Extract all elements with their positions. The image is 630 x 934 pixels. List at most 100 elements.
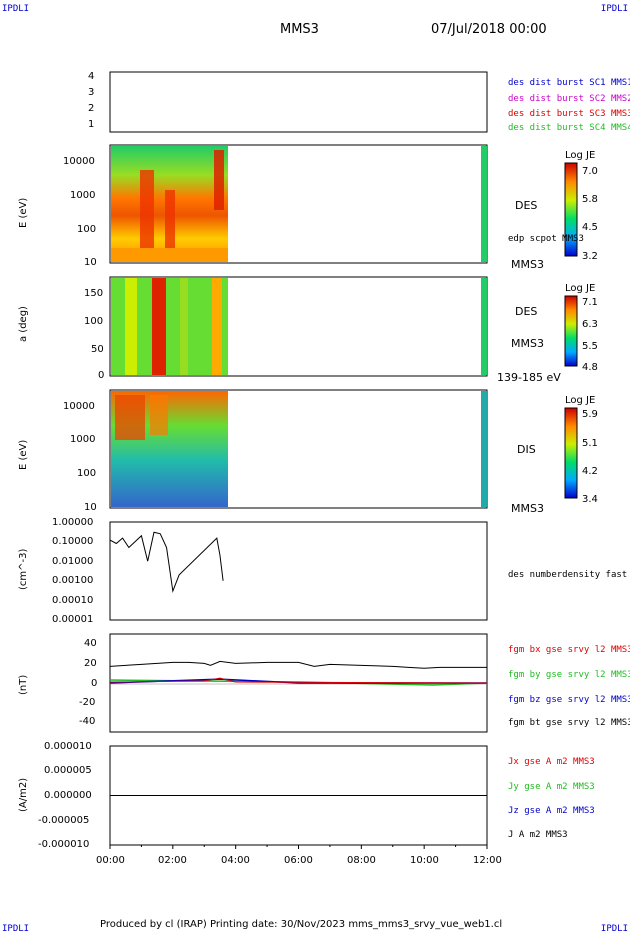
- dis-energy-cb-tick: 3.4: [582, 494, 598, 505]
- panel-density-frame: [109, 521, 488, 621]
- current-ytick: 0.000010: [44, 741, 92, 752]
- burst-legend-mms3: des dist burst SC3 MMS3: [508, 109, 630, 119]
- des-energy-ytick: 10000: [63, 156, 95, 167]
- current-ytick: 0.000005: [44, 765, 92, 776]
- current-ytick: -0.000010: [38, 839, 90, 850]
- footer-text: Produced by cl (IRAP) Printing date: 30/…: [100, 919, 503, 930]
- des-pitch-ytick: 150: [84, 288, 104, 299]
- fgm-bx-line: [109, 677, 488, 684]
- des-pitch-ytick: 0: [98, 370, 105, 381]
- des-pitch-ytick: 50: [91, 344, 104, 355]
- des-energy-ytick: 10: [84, 257, 97, 268]
- des-pitch-cb-title: Log JE: [565, 283, 596, 294]
- density-ytick: 0.10000: [52, 536, 94, 547]
- current-ytick: -0.000005: [38, 815, 90, 826]
- des-energy-cb-tick: 7.0: [582, 166, 598, 177]
- des-pitch-band: [180, 278, 188, 375]
- x-tick-label: 00:00: [96, 855, 125, 866]
- burst-ytick-1: 1: [88, 119, 95, 130]
- density-ytick: 0.00100: [52, 575, 94, 586]
- density-ytick: 0.01000: [52, 556, 94, 567]
- des-energy-cb-tick: 5.8: [582, 194, 598, 205]
- des-energy-end-strip: [481, 146, 487, 262]
- dis-energy-band: [115, 395, 145, 440]
- burst-ytick-4: 4: [88, 71, 95, 82]
- des-energy-side-bottom: MMS3: [511, 258, 544, 271]
- dis-energy-band: [150, 395, 168, 435]
- des-pitch-cb-tick: 6.3: [582, 319, 598, 330]
- current-legend-jz: Jz gse A m2 MMS3: [508, 806, 595, 816]
- fgm-legend-bz: fgm bz gse srvy l2 MMS3: [508, 695, 630, 705]
- des-energy-cb-tick: 3.2: [582, 251, 598, 262]
- des-energy-ytick: 100: [77, 224, 97, 235]
- des-pitch-side-bottom: 139-185 eV: [497, 371, 561, 384]
- burst-ytick-3: 3: [88, 87, 95, 98]
- fgm-ylabel: (nT): [18, 674, 29, 695]
- current-ytick: 0.000000: [44, 790, 92, 801]
- corner-label-tl: IPDLI: [2, 4, 30, 14]
- des-pitch-cb-tick: 7.1: [582, 297, 598, 308]
- fgm-legend-by: fgm by gse srvy l2 MMS3: [508, 670, 630, 680]
- density-ytick: 1.00000: [52, 517, 94, 528]
- density-ylabel: (cm^-3): [18, 548, 29, 590]
- dis-energy-ytick: 1000: [70, 434, 96, 445]
- colorbar-des-pitch: [564, 295, 578, 367]
- corner-label-bl: IPDLI: [2, 924, 30, 934]
- des-energy-band: [165, 190, 175, 250]
- current-legend-jx: Jx gse A m2 MMS3: [508, 757, 595, 767]
- corner-label-br: IPDLI: [600, 924, 628, 934]
- dis-energy-ytick: 100: [77, 468, 97, 479]
- fgm-legend-bx: fgm bx gse srvy l2 MMS3: [508, 645, 630, 655]
- des-energy-side-label: DES: [515, 199, 538, 212]
- data-series: [109, 531, 488, 796]
- density-ytick: 0.00010: [52, 595, 94, 606]
- current-legend-jy: Jy gse A m2 MMS3: [508, 782, 595, 792]
- fgm-legend-bt: fgm bt gse srvy l2 MMS3: [508, 718, 630, 728]
- des-pitch-ytick: 100: [84, 316, 104, 327]
- colorbar-dis-energy: [564, 407, 578, 499]
- dis-energy-end-strip: [481, 391, 487, 507]
- x-tick-label: 06:00: [284, 855, 313, 866]
- des-energy-low-band: [111, 248, 228, 262]
- dis-energy-side-bottom: MMS3: [511, 502, 544, 515]
- fgm-bt-line: [109, 660, 487, 669]
- des-energy-ytick: 1000: [70, 190, 96, 201]
- dis-energy-ylabel: E (eV): [18, 439, 29, 470]
- des-pitch-band: [125, 278, 137, 375]
- burst-legend-mms4: des dist burst SC4 MMS4: [508, 123, 630, 133]
- x-tick-label: 08:00: [347, 855, 376, 866]
- des-energy-band: [214, 150, 224, 210]
- des-energy-ylabel: E (eV): [18, 197, 29, 228]
- des-pitch-side-label: DES: [515, 305, 538, 318]
- burst-legend-mms2: des dist burst SC2 MMS2: [508, 94, 630, 104]
- des-pitch-ylabel: a (deg): [18, 306, 29, 342]
- dis-energy-ytick: 10000: [63, 401, 95, 412]
- fgm-ytick: -20: [79, 697, 96, 708]
- des-pitch-band: [152, 278, 166, 375]
- des-pitch-end-strip: [481, 278, 487, 375]
- dis-energy-cb-tick: 4.2: [582, 466, 598, 477]
- current-legend-j: J A m2 MMS3: [508, 830, 568, 840]
- x-tick-label: 02:00: [158, 855, 187, 866]
- corner-label-tr: IPDLI: [600, 4, 628, 14]
- dis-energy-side-label: DIS: [517, 443, 536, 456]
- dis-energy-cb-title: Log JE: [565, 395, 596, 406]
- x-tick-label: 12:00: [473, 855, 502, 866]
- colorbar-des-energy: [564, 162, 578, 257]
- des-energy-cb-title: Log JE: [565, 150, 596, 161]
- des-pitch-cb-tick: 5.5: [582, 341, 598, 352]
- fgm-ytick: 40: [84, 638, 97, 649]
- des-energy-side-sub: edp scpot MMS3: [508, 234, 584, 244]
- dis-energy-cb-tick: 5.9: [582, 409, 598, 420]
- des-pitch-band: [212, 278, 222, 375]
- des-pitch-cb-tick: 4.8: [582, 362, 598, 373]
- fgm-ytick: 20: [84, 658, 97, 669]
- dis-energy-cb-tick: 5.1: [582, 438, 598, 449]
- des-pitch-side-sub: MMS3: [511, 337, 544, 350]
- panel-burst-frame: [109, 71, 488, 133]
- burst-ytick-2: 2: [88, 103, 95, 114]
- density-line: [109, 531, 224, 594]
- x-tick-label: 04:00: [221, 855, 250, 866]
- x-tick-label: 10:00: [410, 855, 439, 866]
- x-axis-ticks: [109, 845, 488, 849]
